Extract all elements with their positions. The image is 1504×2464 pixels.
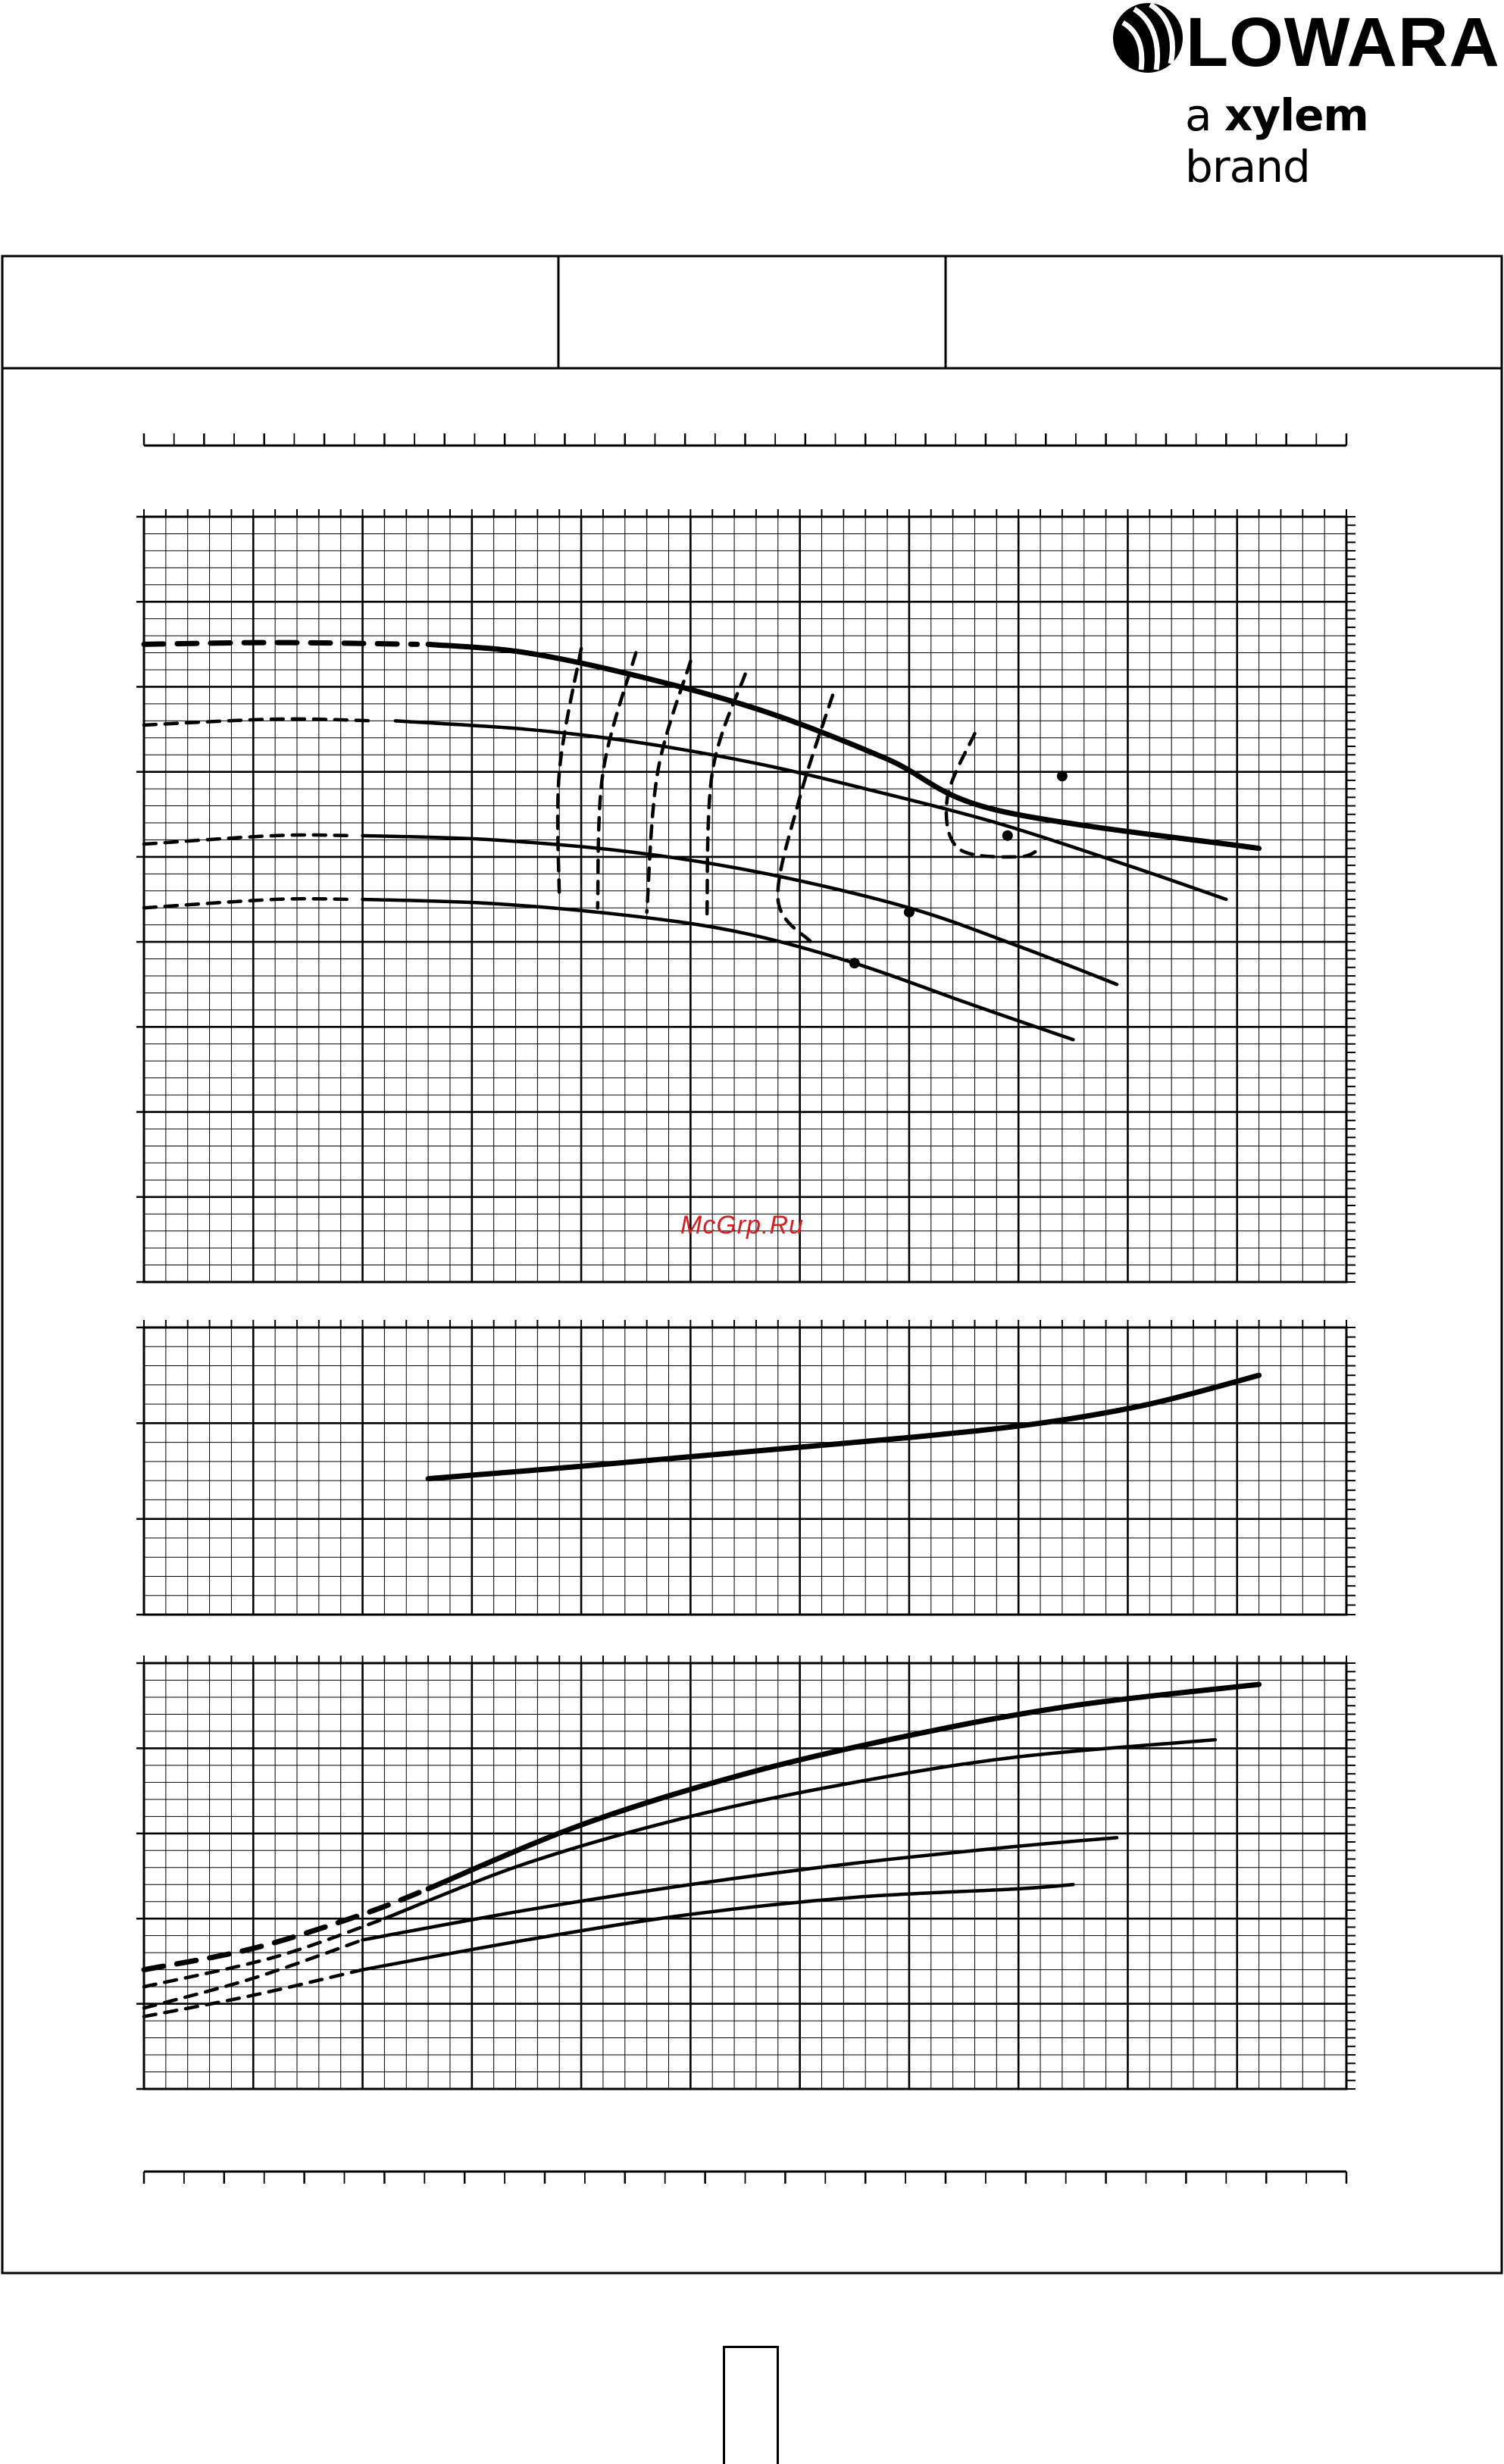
series-line-5 [142, 833, 354, 846]
watermark-text: McGrp.Ru [680, 1211, 804, 1240]
data-point-3 [849, 958, 860, 969]
brand-logo [1113, 2, 1183, 73]
brand-name: LOWARA [1186, 4, 1500, 81]
grid-lines [136, 509, 1355, 1284]
tagline-prefix: a [1185, 89, 1212, 141]
head-chart-panel [136, 509, 1355, 1284]
efficiency-curve-2 [645, 659, 693, 915]
grid-lines [136, 1656, 1355, 2090]
series-line-2 [383, 1737, 1218, 1921]
tagline-suffix: brand [1185, 141, 1311, 192]
data-point-2 [903, 906, 915, 918]
series-line-1 [141, 639, 421, 647]
brand-tagline: a xylem brand [1185, 89, 1504, 192]
efficiency-curve-4 [776, 693, 835, 944]
series-line-0 [425, 1681, 1262, 1892]
bottom-flow-scale [142, 2170, 1348, 2184]
series-group [141, 1681, 1262, 2018]
series-group [425, 1372, 1262, 1482]
series-line-3 [142, 1916, 386, 1989]
series-line-0 [425, 641, 1262, 852]
series-line-6 [361, 1882, 1075, 1972]
series-line-1 [141, 1886, 431, 1973]
series-line-6 [361, 897, 1075, 1042]
efficiency-curve-3 [705, 672, 747, 918]
series-line-4 [361, 1836, 1119, 1942]
outer-frame [1, 255, 1503, 2275]
grid-lines [136, 1320, 1355, 1616]
efficiency-curve-5 [944, 731, 1043, 859]
series-line-3 [142, 717, 376, 727]
series-group [141, 639, 1262, 1042]
series-line-2 [393, 719, 1228, 902]
top-flow-scale [142, 433, 1348, 447]
page-number-box [723, 2346, 779, 2464]
series-line-7 [142, 1968, 364, 2018]
npsh-chart-panel [136, 1320, 1355, 1616]
tagline-brand: xylem [1224, 89, 1369, 141]
plot-border [142, 1326, 1348, 1616]
efficiency-curve-0 [555, 646, 583, 902]
series-line-4 [361, 833, 1119, 987]
series-line-5 [142, 1938, 364, 2010]
plot-border [142, 1662, 1348, 2090]
series-line-7 [142, 896, 354, 910]
data-point-0 [1056, 771, 1068, 782]
plot-border [142, 515, 1348, 1284]
efficiency-curve-1 [596, 651, 638, 910]
data-point-1 [1002, 830, 1013, 841]
lowara-swirl-icon [1113, 2, 1183, 73]
power-chart-panel [136, 1656, 1355, 2090]
series-line-0 [425, 1372, 1262, 1482]
